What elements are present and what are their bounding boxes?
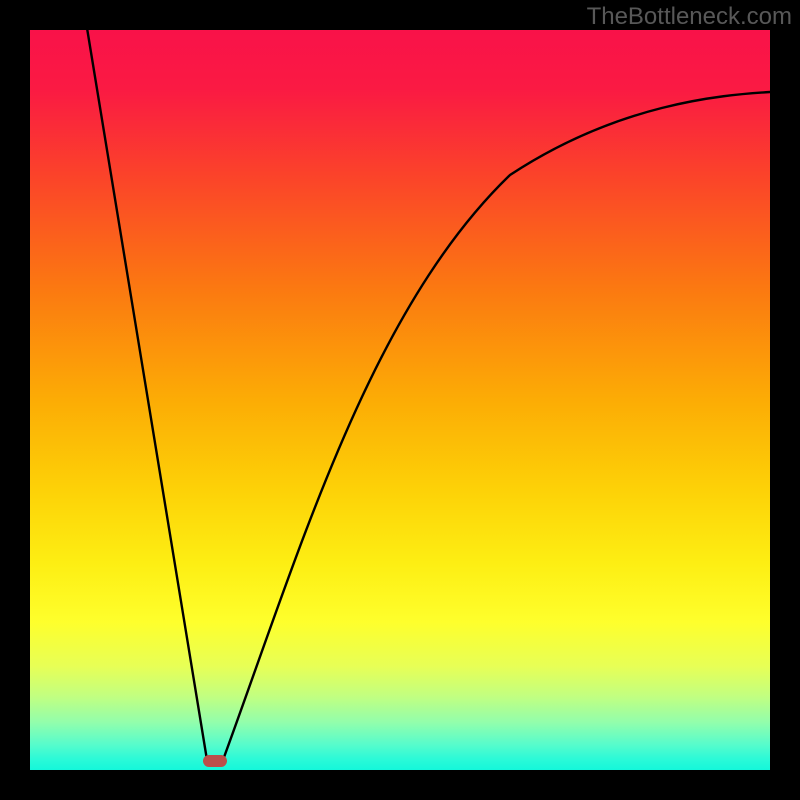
plot-area [30, 30, 770, 770]
chart-stage: TheBottleneck.com [0, 0, 800, 800]
chart-svg [0, 0, 800, 800]
watermark-text: TheBottleneck.com [587, 3, 792, 31]
optimal-marker [203, 755, 227, 767]
